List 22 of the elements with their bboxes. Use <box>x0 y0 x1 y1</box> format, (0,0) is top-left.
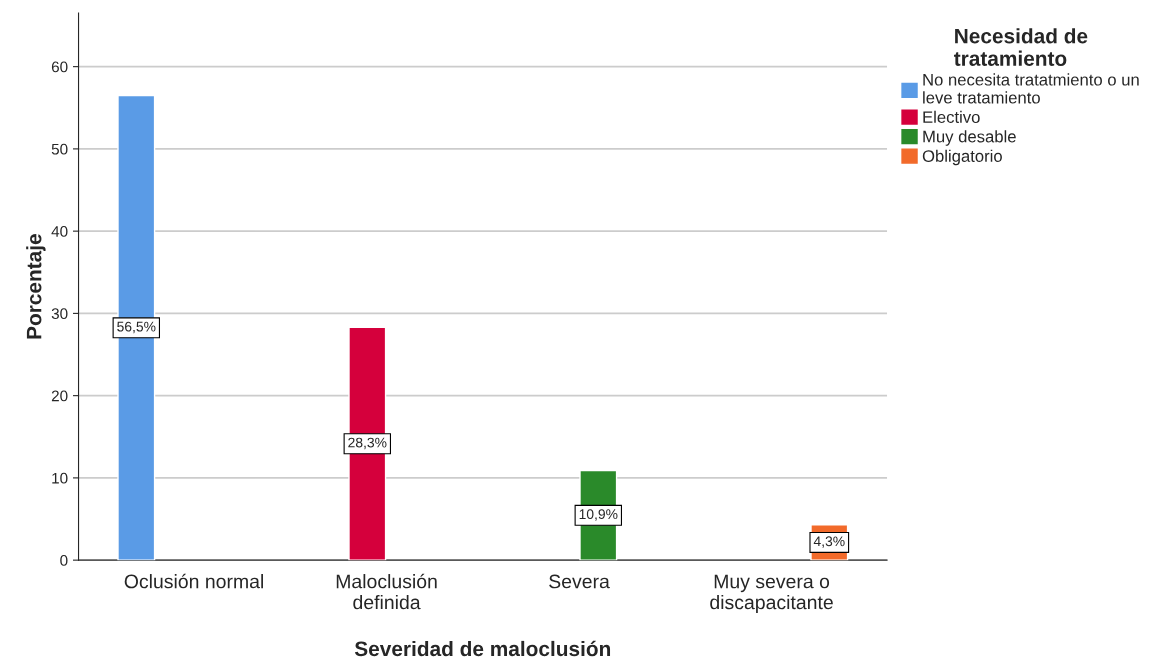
y-tick-label: 40 <box>51 226 68 237</box>
y-tick-label: 0 <box>60 555 68 566</box>
x-tick-label: Muy severa o discapacitante <box>710 574 833 614</box>
y-tick-label: 20 <box>51 390 68 402</box>
data-label: 28,3% <box>348 437 387 450</box>
legend-label: Obligatorio <box>922 149 1002 166</box>
x-tick-label: Oclusión normal <box>124 573 263 589</box>
data-label: 10,9% <box>579 509 618 521</box>
legend-label: No necesita tratatmiento o un leve tratamiento <box>923 73 1139 104</box>
x-axis-title: Severidad de maloclusión <box>354 640 611 657</box>
data-label: 56,5% <box>117 321 156 334</box>
y-axis-title: Porcentaje <box>26 234 46 339</box>
y-tick-label: 30 <box>51 308 68 320</box>
x-tick-label: Maloclusión definida <box>336 573 437 610</box>
y-tick-label: 50 <box>51 143 68 155</box>
x-tick-label: Severa <box>549 574 610 589</box>
legend-title: Necesidad de tratamiento <box>953 28 1088 66</box>
data-label: 4,3% <box>813 536 845 548</box>
legend-label: Muy desable <box>923 130 1016 146</box>
legend-label: Electivo <box>923 110 980 124</box>
y-tick-label: 60 <box>51 61 68 73</box>
y-tick-label: 10 <box>52 472 68 484</box>
